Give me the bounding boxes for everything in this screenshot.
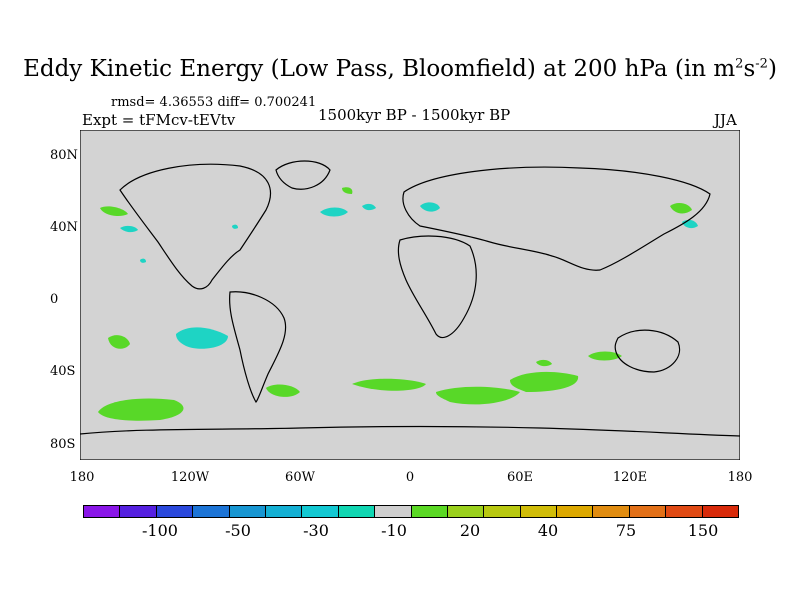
colorbar-segment	[120, 506, 157, 517]
longitude-label: 60W	[285, 470, 315, 485]
world-map	[80, 130, 740, 460]
latitude-label: 80N	[50, 148, 78, 163]
coastlines	[80, 160, 740, 437]
longitude-label: 60E	[506, 470, 534, 485]
colorbar-label: -10	[381, 521, 407, 540]
colorbar	[83, 505, 739, 518]
patch-southern-pacific	[98, 398, 184, 421]
latitude-label: 40N	[50, 220, 78, 235]
patch-atlantic-cyan-2	[362, 203, 376, 211]
colorbar-segment	[338, 506, 376, 517]
colorbar-segment	[229, 506, 266, 517]
colorbar-segment	[375, 506, 412, 517]
experiment-label: Expt = tFMcv-tEVtv	[82, 111, 236, 129]
colorbar-segment	[557, 506, 594, 517]
patch-kamchatka	[670, 203, 692, 214]
patch-drake-passage	[266, 384, 300, 397]
colorbar-segment	[193, 506, 230, 517]
patch-south-atlantic	[352, 378, 426, 391]
patch-na-cyan	[232, 224, 238, 229]
colorbar-segment	[520, 506, 558, 517]
patch-pacific-cyan-1	[120, 225, 138, 233]
colorbar-label: 75	[615, 521, 637, 540]
eurasia-coast	[402, 166, 711, 271]
colorbar-segment	[593, 506, 630, 517]
colorbar-label: 20	[459, 521, 481, 540]
colorbar-segment	[666, 506, 703, 517]
patch-europe-cyan	[420, 202, 440, 212]
north-america-coast	[119, 163, 271, 290]
longitude-label: 120E	[612, 470, 648, 485]
patch-indian-ocean-east	[588, 351, 622, 361]
patch-atlantic-cyan-1	[320, 207, 348, 217]
colorbar-segment	[156, 506, 194, 517]
patch-pacific-cyan-2	[140, 258, 146, 263]
australia-coast	[614, 329, 681, 373]
longitude-label: 180	[727, 470, 753, 485]
rmsd-diff-stats: rmsd= 4.36553 diff= 0.700241	[111, 95, 317, 110]
latitude-label: 80S	[50, 437, 76, 452]
colorbar-segment	[629, 506, 667, 517]
latitude-label: 0	[50, 292, 59, 307]
colorbar-segment	[447, 506, 485, 517]
longitude-label: 120W	[170, 470, 210, 485]
colorbar-segment	[302, 506, 339, 517]
negative-anomaly-patches	[120, 202, 698, 349]
greenland-coast	[275, 160, 331, 190]
colorbar-label: 40	[537, 521, 559, 540]
africa-coast	[397, 235, 477, 339]
positive-anomaly-patches	[98, 187, 692, 421]
south-america-coast	[229, 291, 287, 403]
colorbar-segment	[265, 506, 303, 517]
colorbar-label: -30	[303, 521, 329, 540]
antarctica-coast	[80, 425, 740, 437]
colorbar-segment	[84, 506, 121, 517]
longitude-label: 180	[69, 470, 95, 485]
patch-north-atlantic	[342, 187, 353, 194]
season-label: JJA	[714, 111, 737, 129]
longitude-label: 0	[405, 470, 415, 485]
chart-title: Eddy Kinetic Energy (Low Pass, Bloomfiel…	[23, 56, 777, 82]
colorbar-segment	[484, 506, 521, 517]
patch-south-pacific-cyan	[176, 327, 228, 349]
latitude-label: 40S	[50, 364, 76, 379]
patch-southern-ocean-1	[436, 386, 520, 405]
patch-southern-ocean-2	[510, 371, 579, 392]
map-background	[80, 130, 740, 460]
colorbar-label: -100	[142, 521, 178, 540]
patch-north-pacific	[100, 206, 128, 216]
colorbar-segment	[411, 506, 448, 517]
patch-indian-ocean-small	[536, 359, 552, 367]
colorbar-segment	[702, 506, 739, 517]
patch-south-pacific-west	[108, 335, 130, 349]
period-label: 1500kyr BP - 1500kyr BP	[318, 106, 511, 124]
colorbar-label: -50	[225, 521, 251, 540]
colorbar-label: 150	[687, 521, 719, 540]
